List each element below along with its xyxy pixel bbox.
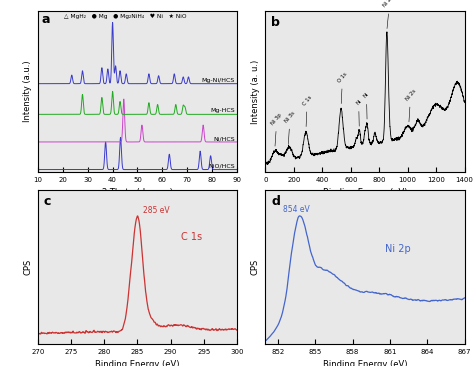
Text: O 1s: O 1s (337, 71, 348, 104)
Text: Ni 2p3: Ni 2p3 (383, 0, 397, 29)
X-axis label: 2 Theta (degree): 2 Theta (degree) (102, 188, 173, 197)
Text: b: b (272, 16, 280, 29)
Text: 285 eV: 285 eV (143, 206, 169, 215)
Y-axis label: Intensity (a. u.): Intensity (a. u.) (251, 59, 260, 124)
Text: Ni 2p: Ni 2p (385, 244, 410, 254)
Text: Ni: Ni (363, 92, 370, 119)
Text: C 1s: C 1s (181, 232, 202, 242)
Text: Ni: Ni (355, 98, 362, 126)
Text: Ni 2s: Ni 2s (404, 88, 417, 122)
X-axis label: Binding Energy (eV): Binding Energy (eV) (95, 361, 180, 366)
Text: c: c (44, 195, 51, 208)
Y-axis label: CPS: CPS (251, 259, 260, 275)
Text: Mg-Ni/HCS: Mg-Ni/HCS (201, 78, 235, 83)
Y-axis label: Intensity (a.u.): Intensity (a.u.) (23, 61, 32, 122)
Text: △ MgH₂   ● Mg   ● Mg₂NiH₄   ♥ Ni   ★ NiO: △ MgH₂ ● Mg ● Mg₂NiH₄ ♥ Ni ★ NiO (64, 14, 186, 19)
X-axis label: Binding Energy (eV): Binding Energy (eV) (323, 188, 407, 197)
Text: Ni 3s: Ni 3s (284, 110, 296, 144)
Text: Mg-HCS: Mg-HCS (210, 108, 235, 113)
Text: a: a (42, 14, 50, 26)
Text: Ni/HCS: Ni/HCS (213, 136, 235, 141)
Text: d: d (272, 195, 280, 208)
Y-axis label: CPS: CPS (23, 259, 32, 275)
Text: 854 eV: 854 eV (283, 205, 310, 214)
X-axis label: Binding Energy (eV): Binding Energy (eV) (323, 361, 407, 366)
Text: NiO/HCS: NiO/HCS (208, 164, 235, 169)
Text: C 1s: C 1s (301, 94, 313, 127)
Text: Ni 3p: Ni 3p (271, 112, 283, 146)
